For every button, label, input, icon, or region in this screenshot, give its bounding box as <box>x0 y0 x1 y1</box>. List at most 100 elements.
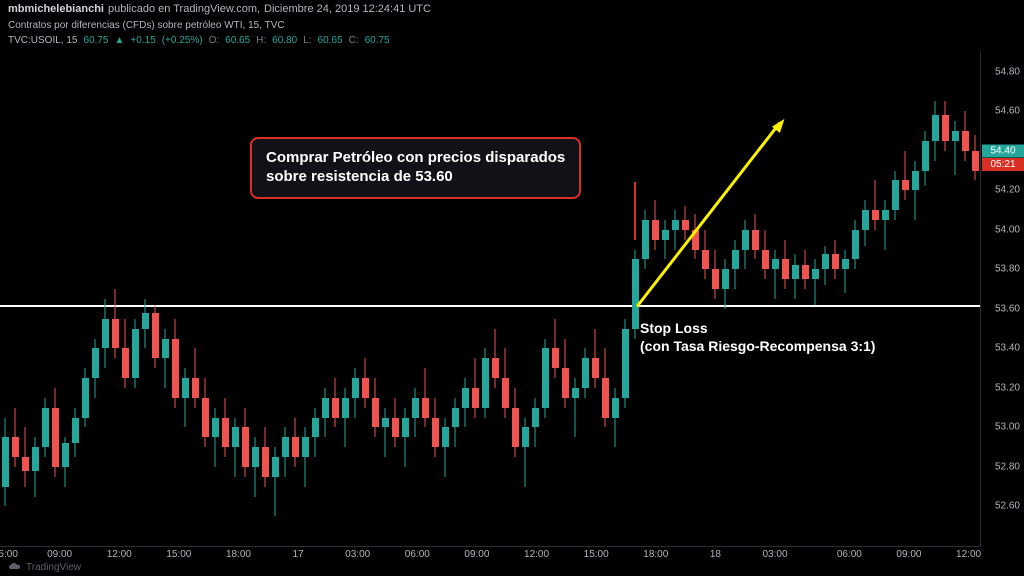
close-value: 60.75 <box>365 35 390 46</box>
y-axis-label: 53.80 <box>995 264 1020 275</box>
candle <box>852 52 859 546</box>
candle <box>532 52 539 546</box>
instrument-description: Contratos por diferencias (CFDs) sobre p… <box>8 20 285 31</box>
candle <box>522 52 529 546</box>
watermark-text: TradingView <box>26 562 81 573</box>
candle <box>312 52 319 546</box>
candle <box>622 52 629 546</box>
open-label: O: <box>209 35 220 46</box>
candle <box>492 52 499 546</box>
candle <box>102 52 109 546</box>
candle <box>212 52 219 546</box>
candle <box>442 52 449 546</box>
candle <box>182 52 189 546</box>
y-axis-label: 54.00 <box>995 224 1020 235</box>
high-label: H: <box>256 35 266 46</box>
low-value: 60.65 <box>318 35 343 46</box>
candlestick-chart[interactable]: Comprar Petróleo con precios disparadoss… <box>0 52 980 546</box>
time-axis[interactable]: 5:0009:0012:0015:0018:001703:0006:0009:0… <box>0 546 980 562</box>
candle <box>902 52 909 546</box>
candle <box>62 52 69 546</box>
y-axis-label: 53.60 <box>995 303 1020 314</box>
candle <box>292 52 299 546</box>
x-axis-label: 18 <box>710 549 721 560</box>
y-axis-label: 52.60 <box>995 501 1020 512</box>
arrow-head-icon <box>774 115 792 138</box>
candle <box>942 52 949 546</box>
ticker-bar: TVC:USOIL, 15 60.75 ▲ +0.15 (+0.25%) O: … <box>8 35 390 46</box>
candle <box>832 52 839 546</box>
candle <box>742 52 749 546</box>
candle <box>932 52 939 546</box>
candle <box>702 52 709 546</box>
y-axis-label: 53.00 <box>995 422 1020 433</box>
author-name: mbmichelebianchi <box>8 3 104 15</box>
candle <box>172 52 179 546</box>
candle <box>842 52 849 546</box>
candle <box>282 52 289 546</box>
candle <box>22 52 29 546</box>
candle <box>362 52 369 546</box>
price-axis[interactable]: 52.6052.8053.0053.2053.4053.6053.8054.00… <box>980 52 1024 546</box>
callout-pointer <box>634 182 636 240</box>
candle <box>392 52 399 546</box>
candle <box>512 52 519 546</box>
x-axis-label: 03:00 <box>763 549 788 560</box>
arrow-up-icon: ▲ <box>115 35 125 46</box>
candle <box>922 52 929 546</box>
candle <box>382 52 389 546</box>
candle <box>732 52 739 546</box>
candle <box>952 52 959 546</box>
cloud-icon <box>8 561 22 574</box>
close-label: C: <box>349 35 359 46</box>
candle <box>632 52 639 546</box>
y-axis-label: 53.20 <box>995 382 1020 393</box>
candle <box>802 52 809 546</box>
candle <box>652 52 659 546</box>
candle <box>712 52 719 546</box>
candle <box>262 52 269 546</box>
x-axis-label: 09:00 <box>47 549 72 560</box>
candle <box>462 52 469 546</box>
open-value: 60.65 <box>225 35 250 46</box>
y-axis-label: 54.20 <box>995 185 1020 196</box>
x-axis-label: 15:00 <box>166 549 191 560</box>
candle <box>222 52 229 546</box>
x-axis-label: 5:00 <box>0 549 18 560</box>
candle <box>202 52 209 546</box>
x-axis-label: 03:00 <box>345 549 370 560</box>
chart-header: mbmichelebianchi publicado en TradingVie… <box>0 0 1024 18</box>
x-axis-label: 18:00 <box>643 549 668 560</box>
ticker-change: +0.15 <box>130 35 155 46</box>
candle <box>52 52 59 546</box>
countdown-tag: 05:21 <box>982 158 1024 171</box>
candle <box>332 52 339 546</box>
ticker-last: 60.75 <box>83 35 108 46</box>
candle <box>32 52 39 546</box>
candle <box>882 52 889 546</box>
candle <box>132 52 139 546</box>
candle <box>912 52 919 546</box>
tradingview-watermark: TradingView <box>8 561 81 574</box>
candle <box>322 52 329 546</box>
candle <box>72 52 79 546</box>
candle <box>122 52 129 546</box>
candle <box>472 52 479 546</box>
ticker-pct: (+0.25%) <box>162 35 203 46</box>
candle <box>862 52 869 546</box>
candle <box>612 52 619 546</box>
candle <box>412 52 419 546</box>
candle <box>482 52 489 546</box>
candle <box>112 52 119 546</box>
x-axis-label: 09:00 <box>464 549 489 560</box>
ticker-symbol: TVC:USOIL, 15 <box>8 35 77 46</box>
buy-callout: Comprar Petróleo con precios disparadoss… <box>250 137 581 199</box>
high-value: 60.80 <box>272 35 297 46</box>
candle <box>672 52 679 546</box>
candle <box>2 52 9 546</box>
stoploss-line1: Stop Loss <box>640 319 875 337</box>
candle <box>82 52 89 546</box>
candle <box>352 52 359 546</box>
x-axis-label: 12:00 <box>956 549 981 560</box>
candle <box>402 52 409 546</box>
